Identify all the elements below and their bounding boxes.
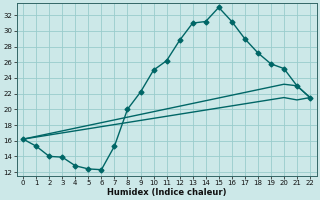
X-axis label: Humidex (Indice chaleur): Humidex (Indice chaleur) (107, 188, 226, 197)
